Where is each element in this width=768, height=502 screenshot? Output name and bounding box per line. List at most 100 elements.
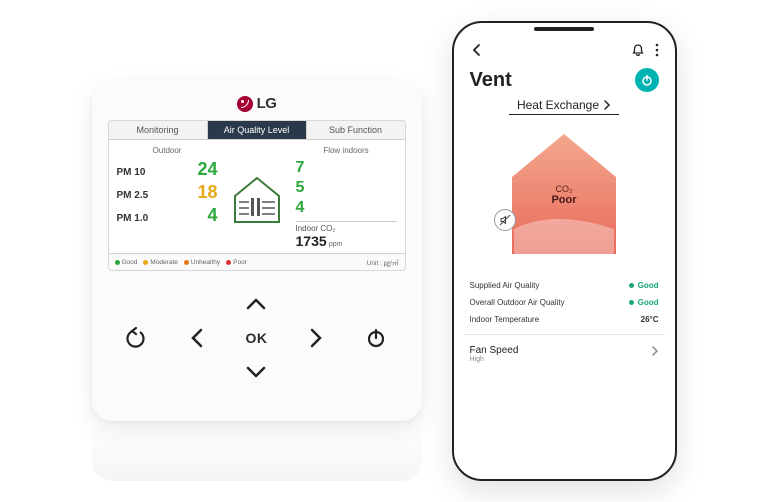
tab-air-quality[interactable]: Air Quality Level	[208, 121, 307, 139]
chevron-up-icon	[245, 297, 267, 311]
power-icon	[366, 328, 386, 348]
pm25-label: PM 2.5	[117, 190, 149, 201]
right-button[interactable]	[296, 323, 336, 353]
stat-indoor-temp: Indoor Temperature 26°C	[464, 311, 665, 328]
down-button[interactable]	[236, 357, 276, 387]
flow-header: Flow indoors	[296, 146, 397, 155]
tab-monitoring[interactable]: Monitoring	[109, 121, 208, 139]
stat-outdoor-air: Overall Outdoor Air Quality Good	[464, 294, 665, 311]
mode-selector[interactable]: Heat Exchange	[464, 98, 665, 112]
status-dot-icon	[629, 283, 634, 288]
hardware-buttons: OK	[108, 289, 406, 387]
ok-button[interactable]: OK	[236, 323, 276, 353]
legend-good: Good	[115, 259, 138, 266]
legend-items: Good Moderate Unhealthy Poor	[115, 259, 247, 266]
house-flow-icon	[227, 168, 287, 228]
legend-dot-icon	[184, 260, 189, 265]
pm1-label: PM 1.0	[117, 213, 149, 224]
legend-poor: Poor	[226, 259, 247, 266]
legend-unhealthy: Unhealthy	[184, 259, 220, 266]
tab-sub-function[interactable]: Sub Function	[307, 121, 405, 139]
fan-label: Fan Speed	[470, 345, 519, 356]
left-button[interactable]	[177, 323, 217, 353]
house-graphic: CO₂ Poor	[464, 129, 665, 259]
chevron-right-icon	[603, 100, 611, 110]
flow-pm1-value: 4	[296, 199, 305, 217]
phone-power-button[interactable]	[635, 68, 659, 92]
power-icon	[641, 74, 653, 86]
stat-value: 26°C	[641, 315, 659, 324]
stat-supplied-air: Supplied Air Quality Good	[464, 277, 665, 294]
phone-mockup: Vent Heat Exchange CO₂ Poor	[452, 21, 677, 481]
phone-back-button[interactable]	[470, 43, 484, 62]
legend-dot-icon	[226, 260, 231, 265]
metric-row: PM 1.0 4	[117, 205, 218, 226]
fan-speed-row[interactable]: Fan Speed High	[464, 341, 665, 363]
mute-icon	[499, 214, 511, 226]
house-text: CO₂ Poor	[504, 184, 624, 206]
chevron-right-icon	[309, 327, 323, 349]
legend-dot-icon	[115, 260, 120, 265]
power-button[interactable]	[356, 323, 396, 353]
fan-value: High	[470, 356, 519, 363]
pm10-value: 24	[197, 159, 217, 180]
lg-logo-text: LG	[257, 95, 277, 112]
more-icon	[655, 43, 659, 57]
pm10-label: PM 10	[117, 167, 146, 178]
flow-pm25-value: 5	[296, 179, 305, 197]
mode-label: Heat Exchange	[517, 98, 599, 112]
house-icon-column	[222, 146, 292, 249]
stat-label: Supplied Air Quality	[470, 281, 540, 290]
co2-value: 1735	[296, 233, 327, 249]
status-dot-icon	[629, 300, 634, 305]
chevron-left-icon	[190, 327, 204, 349]
co2-label: Indoor CO₂	[296, 224, 397, 233]
back-icon	[126, 327, 148, 349]
bell-icon	[631, 43, 645, 57]
screen-body: Outdoor PM 10 24 PM 2.5 18 PM 1.0 4	[109, 140, 405, 253]
legend-label: Good	[122, 259, 138, 266]
outdoor-column: Outdoor PM 10 24 PM 2.5 18 PM 1.0 4	[117, 146, 218, 249]
pm25-value: 18	[197, 182, 217, 203]
stat-label: Overall Outdoor Air Quality	[470, 298, 565, 307]
metric-row: 7	[296, 159, 397, 177]
phone-header: Vent	[464, 68, 665, 92]
controller-tabs: Monitoring Air Quality Level Sub Functio…	[109, 121, 405, 140]
reflection	[92, 421, 422, 481]
legend-label: Moderate	[150, 259, 177, 266]
stat-value-text: Good	[638, 298, 659, 307]
controller-screen: Monitoring Air Quality Level Sub Functio…	[108, 120, 406, 271]
back-arrow-icon	[470, 43, 484, 57]
ok-label: OK	[245, 330, 267, 346]
mute-badge[interactable]	[494, 209, 516, 231]
menu-button[interactable]	[655, 43, 659, 62]
chevron-down-icon	[245, 365, 267, 379]
legend-dot-icon	[143, 260, 148, 265]
legend-label: Poor	[233, 259, 247, 266]
co2-block: Indoor CO₂ 1735 ppm	[296, 221, 397, 249]
pm1-value: 4	[207, 205, 217, 226]
lg-badge-icon	[237, 96, 253, 112]
co2-unit: ppm	[329, 241, 343, 248]
up-button[interactable]	[236, 289, 276, 319]
flow-pm10-value: 7	[296, 159, 305, 177]
metric-row: PM 2.5 18	[117, 182, 218, 203]
phone-title: Vent	[470, 69, 512, 92]
house-shape: CO₂ Poor	[504, 129, 624, 259]
phone-topbar	[470, 43, 659, 62]
divider	[464, 334, 665, 335]
notification-button[interactable]	[631, 43, 645, 62]
stat-value: Good	[629, 281, 659, 290]
house-measure: CO₂	[504, 184, 624, 194]
metric-row: PM 10 24	[117, 159, 218, 180]
legend-moderate: Moderate	[143, 259, 177, 266]
wall-controller: LG Monitoring Air Quality Level Sub Func…	[92, 81, 422, 421]
legend-bar: Good Moderate Unhealthy Poor Unit : ㎍/㎥	[109, 253, 405, 270]
stat-value-text: Good	[638, 281, 659, 290]
stat-label: Indoor Temperature	[470, 315, 540, 324]
house-status: Poor	[504, 194, 624, 206]
phone-topbar-icons	[631, 43, 659, 62]
metric-row: 4	[296, 199, 397, 217]
back-button[interactable]	[117, 323, 157, 353]
stat-value: Good	[629, 298, 659, 307]
